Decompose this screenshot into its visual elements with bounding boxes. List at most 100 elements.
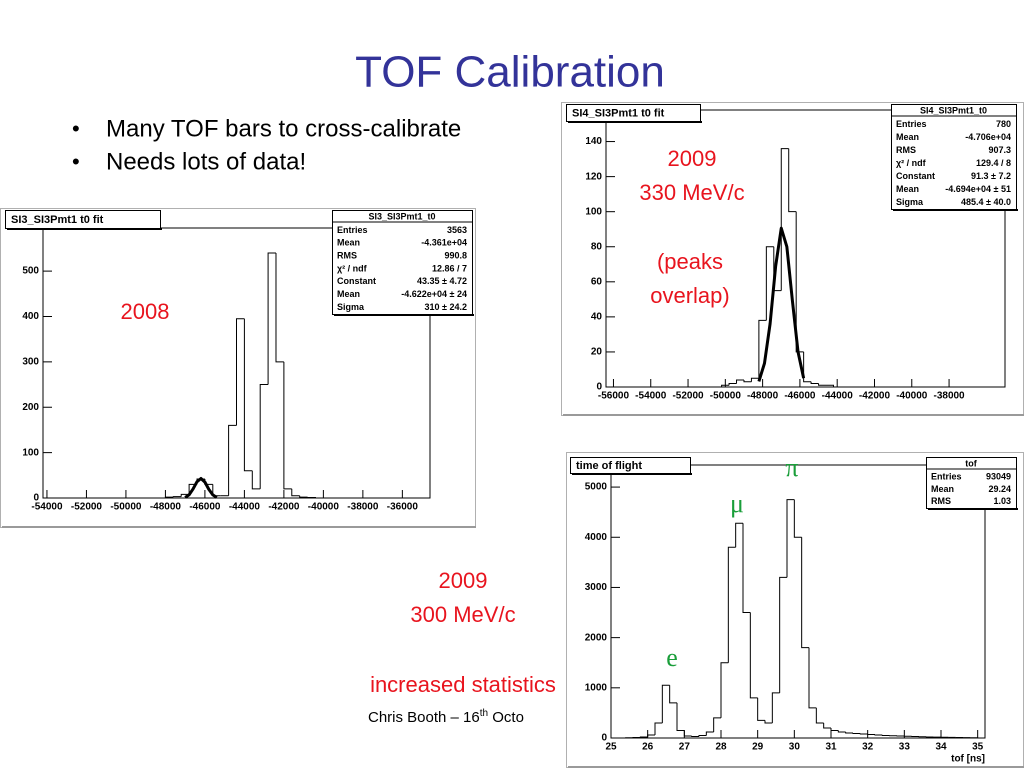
stats-box: [332, 210, 473, 315]
histogram-bin: [867, 733, 875, 735]
y-tick-label: 100: [22, 447, 39, 458]
y-tick-label: 0: [33, 493, 39, 504]
panel-shadow: [2, 526, 476, 528]
peak-label: μ: [730, 489, 744, 518]
histogram-bin: [639, 736, 648, 738]
peak-label: π: [785, 453, 798, 482]
peak-label: e: [666, 643, 678, 672]
histogram-bin: [771, 692, 780, 723]
x-tick-label: -44000: [229, 502, 261, 513]
stats-value: -4.361e+04: [421, 238, 467, 248]
y-tick-label: 3000: [585, 582, 608, 593]
footer-text: Chris Booth – 16: [368, 709, 480, 726]
histogram-bin: [881, 734, 890, 736]
x-tick-label: 32: [862, 742, 874, 753]
histogram-bin: [236, 318, 245, 426]
stats-label: Constant: [337, 276, 376, 286]
y-tick-label: 60: [591, 276, 603, 287]
histogram-bin: [728, 382, 737, 386]
histogram-bin: [283, 361, 292, 490]
stats-label: Entries: [896, 119, 927, 129]
x-tick-label: 34: [935, 742, 947, 753]
y-tick-label: 80: [591, 241, 603, 252]
histogram-bin: [793, 499, 802, 538]
stats-value: 780: [996, 119, 1011, 129]
stats-value: -4.622e+04 ± 24: [401, 289, 467, 299]
y-tick-label: 4000: [585, 532, 608, 543]
notes: 2008 2009 330 MeV/c (peaks overlap) 2009 300 M…: [121, 146, 745, 697]
annotation: 2009: [668, 146, 717, 171]
x-tick-label: 25: [605, 742, 617, 753]
annotation: 2009: [439, 568, 488, 593]
histogram-bin: [764, 720, 773, 724]
y-tick-label: 400: [22, 311, 39, 322]
histogram-bin: [742, 523, 751, 614]
x-tick-label: 27: [679, 742, 691, 753]
histogram-bin: [683, 730, 692, 737]
histogram-bin: [801, 537, 809, 649]
histogram-bin: [826, 384, 834, 387]
stats-shadow: [334, 314, 474, 316]
x-tick-label: 29: [752, 742, 764, 753]
histogram-bin: [251, 470, 261, 490]
histogram-panel: 0 1000 2000 3000 4000 5000 25 26 27 28 29 30 31 32 33 3…: [566, 452, 1024, 768]
histogram-title: SI3_SI3Pmt1 t0 fit: [11, 214, 104, 226]
histogram-bin: [727, 546, 736, 663]
annotation: overlap): [650, 283, 729, 308]
histogram-bin: [299, 495, 308, 498]
x-tick-label: 28: [715, 742, 727, 753]
stats-value: -4.706e+04: [965, 132, 1011, 142]
stats-value: 43.35 ± 4.72: [417, 276, 467, 286]
x-tick-label: -48000: [747, 391, 779, 402]
frame: [610, 464, 986, 739]
histogram-bin: [845, 731, 853, 734]
fit-curve: [184, 476, 218, 499]
y-tick-label: 120: [585, 171, 602, 182]
histogram-bin: [818, 383, 827, 386]
stats-label: χ² / ndf: [337, 263, 368, 273]
x-tick-label: -38000: [347, 502, 379, 513]
histogram-bin: [243, 318, 253, 472]
stats-name: SI4_SI3Pmt1_t0: [920, 105, 987, 115]
stats-box: [891, 104, 1017, 210]
histogram-bin: [837, 730, 846, 733]
x-tick-label: -52000: [672, 391, 704, 402]
histogram-panel: 0 20 40 60 80 100 120 140 -56000 -54000 -52000 -500…: [561, 102, 1024, 416]
x-tick-label: -50000: [110, 502, 142, 513]
histogram-bin: [750, 377, 759, 382]
stats-name: SI3_SI3Pmt1_t0: [368, 211, 435, 221]
y-tick-label: 500: [22, 266, 39, 277]
x-tick-label: 31: [825, 742, 837, 753]
stats-label: RMS: [337, 251, 357, 261]
panel-shadow: [568, 766, 1024, 768]
stats-label: Sigma: [337, 302, 365, 312]
histogram-bin: [743, 379, 752, 383]
stats-label: Mean: [896, 132, 919, 142]
footer-rest: Octo: [488, 709, 524, 726]
histogram-bin: [779, 576, 787, 693]
title-shadow: [7, 228, 162, 230]
x-tick-label: 33: [899, 742, 911, 753]
histogram-bin: [180, 493, 190, 497]
x-tick-label: 26: [642, 742, 654, 753]
y-tick-label: 0: [596, 382, 602, 393]
histogram-bin: [786, 499, 795, 578]
x-tick-label: -38000: [933, 391, 965, 402]
title-shadow: [572, 473, 692, 475]
footer: Chris Booth – 16th Octo: [368, 708, 524, 726]
histogram-bin: [691, 735, 699, 737]
histogram-bin: [815, 707, 824, 724]
x-tick-label: -40000: [308, 502, 340, 513]
x-tick-label: 30: [789, 742, 801, 753]
histogram-bin: [669, 685, 677, 704]
x-tick-label: -56000: [598, 391, 630, 402]
histogram-bin: [705, 731, 714, 736]
stats-label: Mean: [896, 184, 919, 194]
histogram-bin: [720, 662, 729, 718]
stats-value: 91.3 ± 7.2: [971, 171, 1011, 181]
stats-value: 485.4 ± 40.0: [961, 197, 1011, 207]
histogram-bin: [661, 684, 670, 723]
stats-value: 93049: [986, 472, 1011, 482]
panel-shadow: [563, 414, 1024, 416]
